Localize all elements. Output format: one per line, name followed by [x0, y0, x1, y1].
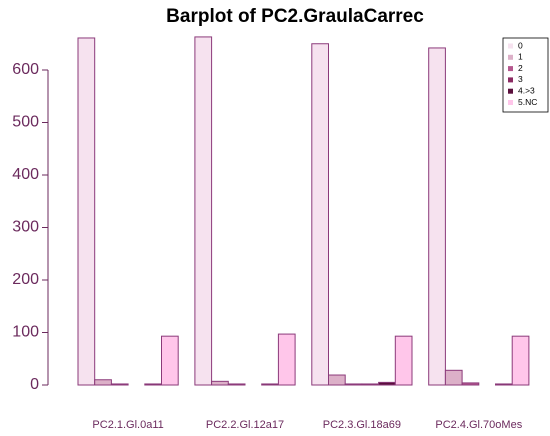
legend-label: 2: [518, 63, 523, 73]
legend-swatch: [508, 66, 513, 72]
legend-label: 4.>3: [518, 85, 535, 95]
bar: [495, 383, 513, 386]
bar: [394, 335, 413, 386]
legend-swatch: [508, 43, 513, 49]
bar: [211, 380, 229, 386]
x-tick-label: PC2.3.Gl.18a69: [323, 419, 401, 431]
y-tick-label: 300: [12, 219, 39, 236]
bar: [110, 383, 129, 386]
chart-title: Barplot of PC2.GraulaCarrec: [166, 6, 424, 27]
bar: [227, 383, 246, 386]
legend-label: 5.NC: [518, 97, 537, 107]
bar: [77, 37, 96, 386]
bar: [277, 333, 296, 386]
legend-label: 3: [518, 74, 523, 84]
bar: [344, 383, 363, 386]
bar: [144, 383, 163, 386]
legend-swatch: [508, 100, 513, 105]
legend-box: [502, 37, 549, 113]
bar: [511, 335, 530, 386]
y-tick-label: 500: [12, 114, 39, 131]
bar: [161, 335, 179, 386]
bar: [428, 47, 446, 386]
y-tick-label: 200: [12, 271, 39, 288]
y-tick-label: 100: [12, 324, 39, 341]
legend-label: 0: [518, 40, 523, 50]
y-tick-label: 400: [12, 166, 39, 183]
y-tick-label: 600: [12, 61, 39, 78]
bar: [461, 382, 480, 386]
x-tick-label: PC2.4.Gl.70oMes: [435, 419, 522, 431]
bar: [311, 43, 329, 386]
legend-swatch: [508, 54, 513, 60]
bar: [444, 369, 463, 386]
bar: [328, 374, 346, 386]
bar: [361, 383, 380, 386]
bar: [94, 379, 112, 386]
legend-swatch: [508, 77, 513, 83]
y-tick-label: 0: [30, 376, 39, 393]
x-tick-label: PC2.2.Gl.12a17: [206, 419, 284, 431]
legend-label: 1: [518, 52, 523, 62]
bar: [261, 383, 279, 386]
bar: [378, 381, 396, 386]
legend-swatch: [508, 88, 513, 94]
x-tick-label: PC2.1.Gl.0a11: [92, 419, 163, 431]
bar: [194, 36, 213, 386]
